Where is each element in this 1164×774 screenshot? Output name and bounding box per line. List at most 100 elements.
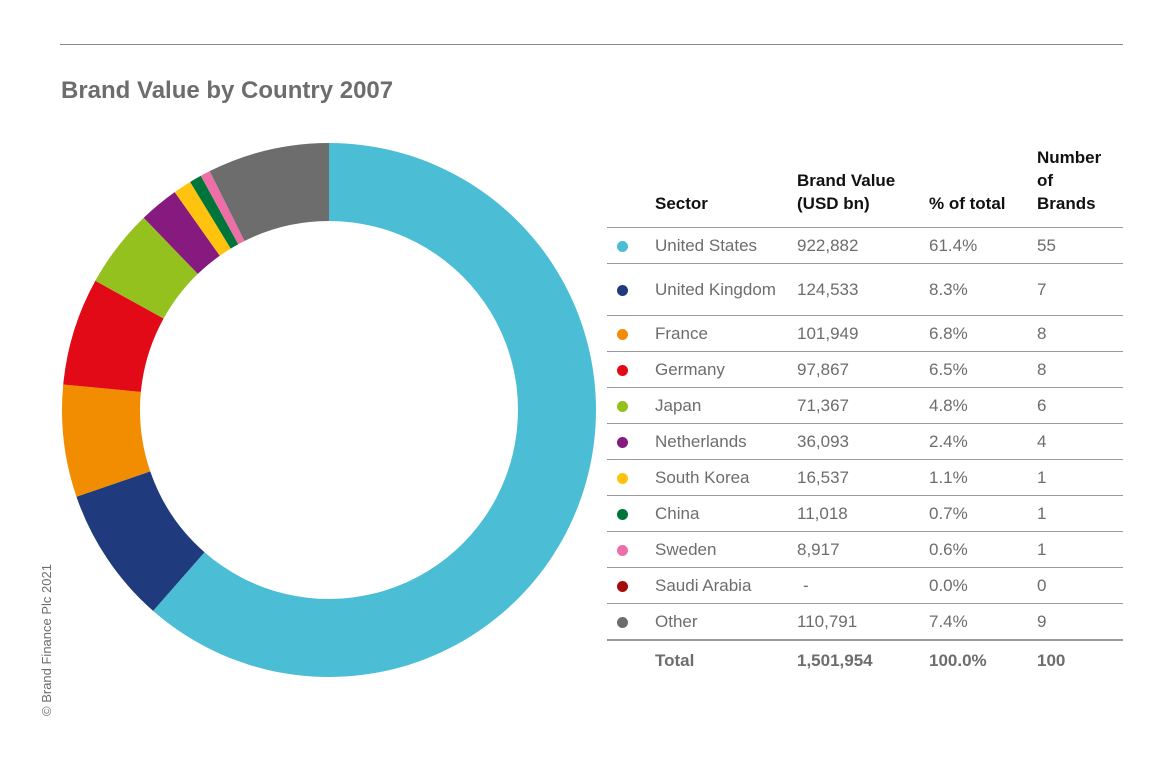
sector-name: Germany (655, 351, 797, 388)
pct-total: 1.1% (929, 459, 1037, 496)
legend-dot-icon (617, 329, 628, 341)
brand-value: 16,537 (797, 459, 929, 496)
sector-name: Other (655, 603, 797, 641)
brand-value: 97,867 (797, 351, 929, 388)
legend-marker (607, 603, 655, 641)
brand-value: 101,949 (797, 315, 929, 352)
donut-chart (61, 143, 596, 677)
brand-count: 8 (1037, 351, 1123, 388)
legend-marker (607, 567, 655, 604)
brand-value: 71,367 (797, 387, 929, 424)
table-row: Sweden 8,917 0.6% 1 (607, 531, 1123, 568)
brand-count: 55 (1037, 227, 1123, 264)
slice-netherlands (143, 192, 220, 274)
legend-marker (607, 387, 655, 424)
sector-name: France (655, 315, 797, 352)
data-table: Sector Brand Value (USD bn) % of total N… (607, 146, 1123, 679)
legend-dot-icon (617, 401, 628, 413)
table-row: Japan 71,367 4.8% 6 (607, 387, 1123, 424)
brand-count: 6 (1037, 387, 1123, 424)
sector-name: United States (655, 227, 797, 264)
table-row: United States 922,882 61.4% 55 (607, 227, 1123, 264)
pct-total: 0.0% (929, 567, 1037, 604)
legend-marker (607, 263, 655, 316)
brand-count: 1 (1037, 495, 1123, 532)
pct-total: 7.4% (929, 603, 1037, 641)
header-brand-value: Brand Value (USD bn) (797, 146, 929, 228)
slice-china (190, 175, 239, 249)
brand-count: 7 (1037, 263, 1123, 316)
total-dot-cell (607, 640, 655, 679)
brand-count: 4 (1037, 423, 1123, 460)
legend-dot-icon (617, 365, 628, 377)
slice-united-states (153, 143, 596, 677)
table-row: South Korea 16,537 1.1% 1 (607, 459, 1123, 496)
chart-title: Brand Value by Country 2007 (61, 77, 394, 104)
sector-name: China (655, 495, 797, 532)
pct-total: 61.4% (929, 227, 1037, 264)
sector-name: Sweden (655, 531, 797, 568)
total-row: Total 1,501,954 100.0% 100 (607, 640, 1123, 679)
total-brands: 100 (1037, 650, 1066, 670)
table-row: Netherlands 36,093 2.4% 4 (607, 423, 1123, 460)
legend-dot-icon (617, 545, 628, 557)
pct-total: 8.3% (929, 263, 1037, 316)
brand-value: 11,018 (797, 495, 929, 532)
legend-dot-icon (617, 473, 628, 485)
header-brands: Number of Brands (1037, 146, 1123, 228)
pct-total: 2.4% (929, 423, 1037, 460)
brand-value: - (797, 567, 929, 604)
sector-name: Japan (655, 387, 797, 424)
legend-marker (607, 315, 655, 352)
total-pct: 100.0% (929, 650, 987, 670)
table-row: France 101,949 6.8% 8 (607, 315, 1123, 352)
table-row: United Kingdom 124,533 8.3% 7 (607, 263, 1123, 316)
brand-value: 36,093 (797, 423, 929, 460)
legend-marker (607, 423, 655, 460)
legend-dot-icon (617, 581, 628, 593)
sector-name: Saudi Arabia (655, 567, 797, 604)
header-pct: % of total (929, 146, 1037, 228)
brand-count: 1 (1037, 459, 1123, 496)
pct-total: 0.7% (929, 495, 1037, 532)
slice-sweden (200, 171, 245, 245)
brand-value: 124,533 (797, 263, 929, 316)
brand-value: 8,917 (797, 531, 929, 568)
pct-total: 6.5% (929, 351, 1037, 388)
slice-germany (63, 280, 164, 392)
sector-name: Netherlands (655, 423, 797, 460)
legend-marker (607, 351, 655, 388)
legend-dot-icon (617, 285, 628, 297)
pct-total: 0.6% (929, 531, 1037, 568)
brand-count: 8 (1037, 315, 1123, 352)
legend-marker (607, 459, 655, 496)
table-row: Saudi Arabia - 0.0% 0 (607, 567, 1123, 604)
header-sector: Sector (655, 146, 797, 228)
legend-dot-icon (617, 617, 628, 629)
table-row: Other 110,791 7.4% 9 (607, 603, 1123, 641)
legend-dot-icon (617, 509, 628, 521)
legend-marker (607, 227, 655, 264)
legend-dot-icon (617, 241, 628, 253)
legend-marker (607, 495, 655, 532)
slice-other (209, 143, 329, 241)
total-label: Total (655, 650, 695, 670)
table-row: China 11,018 0.7% 1 (607, 495, 1123, 532)
brand-value: 922,882 (797, 227, 929, 264)
legend-dot-icon (617, 437, 628, 449)
sector-name: United Kingdom (655, 263, 797, 316)
pct-total: 4.8% (929, 387, 1037, 424)
slice-united-kingdom (76, 471, 205, 611)
pct-total: 6.8% (929, 315, 1037, 352)
table-row: Germany 97,867 6.5% 8 (607, 351, 1123, 388)
sector-name: South Korea (655, 459, 797, 496)
brand-count: 0 (1037, 567, 1123, 604)
top-divider (60, 44, 1123, 45)
legend-marker (607, 531, 655, 568)
brand-value: 110,791 (797, 603, 929, 641)
total-value: 1,501,954 (797, 650, 873, 670)
header-dot (607, 146, 655, 228)
brand-count: 9 (1037, 603, 1123, 641)
slice-south-korea (174, 181, 231, 256)
